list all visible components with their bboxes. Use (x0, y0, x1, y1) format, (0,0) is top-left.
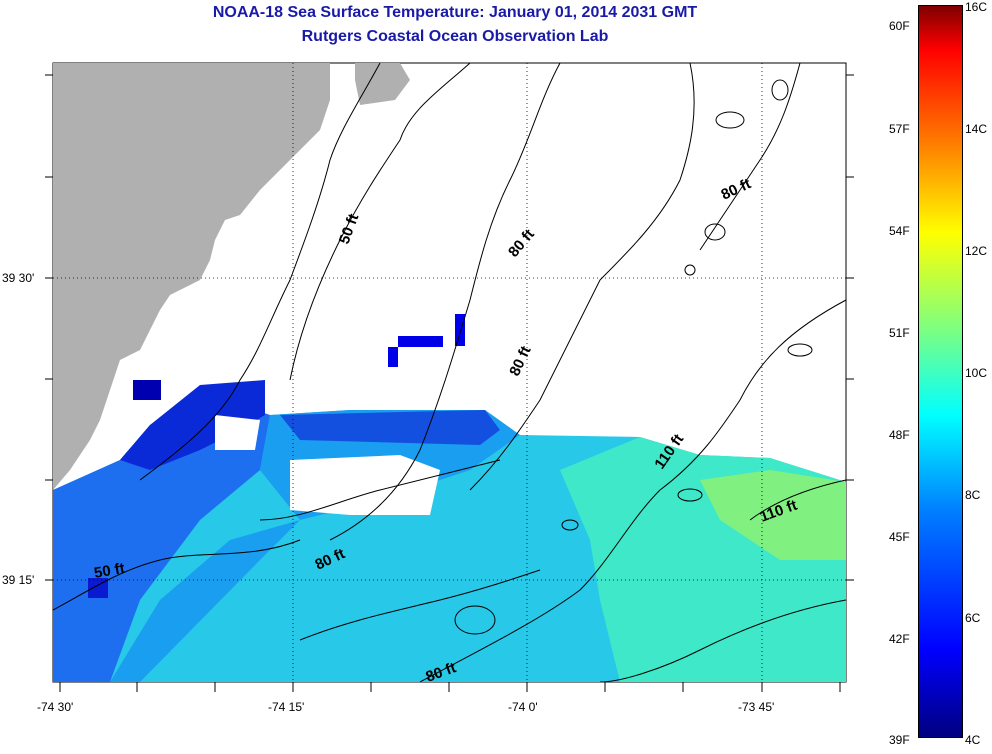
sst-cold-nearshore (120, 380, 265, 470)
sst-cold-pixel (398, 336, 443, 347)
colorbar-c-label: 6C (965, 611, 981, 625)
sst-cool-band (53, 392, 270, 682)
colorbar-f-label: 51F (889, 326, 910, 340)
lat-label: 39 30' (2, 271, 35, 285)
colorbar-c-label: 14C (965, 122, 988, 136)
colorbar-f-label: 60F (889, 19, 910, 33)
lon-label: -74 15' (268, 700, 305, 714)
sst-cold-pixel (388, 347, 398, 367)
colorbar-f-label: 42F (889, 632, 910, 646)
lon-label: -73 45' (738, 700, 775, 714)
colorbar-c-label: 16C (965, 0, 988, 14)
grid (53, 63, 846, 682)
colorbar-f-label: 48F (889, 428, 910, 442)
colorbar-c-label: 10C (965, 366, 988, 380)
colorbar-c-label: 12C (965, 244, 988, 258)
sst-cold-pixel (133, 380, 161, 400)
cloud-hole (290, 455, 440, 515)
land-mass (53, 63, 330, 490)
map-title: NOAA-18 Sea Surface Temperature: January… (212, 4, 698, 21)
lat-label: 39 15' (2, 573, 35, 587)
axis-ticks (45, 74, 854, 692)
sst-cold-strip (280, 410, 500, 445)
sst-cold-pixel (455, 314, 465, 346)
land-island (355, 63, 410, 105)
contour-label: 50 ft (93, 560, 126, 582)
cloud-hole (215, 415, 260, 450)
bathymetry-contours (52, 62, 847, 683)
colorbar-c-label: 4C (965, 733, 981, 747)
map-subtitle: Rutgers Coastal Ocean Observation Lab (301, 28, 609, 45)
temperature-colorbar (918, 5, 963, 738)
colorbar-f-label: 45F (889, 530, 910, 544)
colorbar-f-label: 39F (889, 733, 910, 747)
lon-label: -74 0' (508, 700, 538, 714)
sst-warmest-patch (700, 470, 846, 560)
colorbar-c-label: 8C (965, 488, 981, 502)
colorbar-f-label: 57F (889, 122, 910, 136)
lon-label: -74 30' (37, 700, 74, 714)
colorbar-f-label: 54F (889, 224, 910, 238)
